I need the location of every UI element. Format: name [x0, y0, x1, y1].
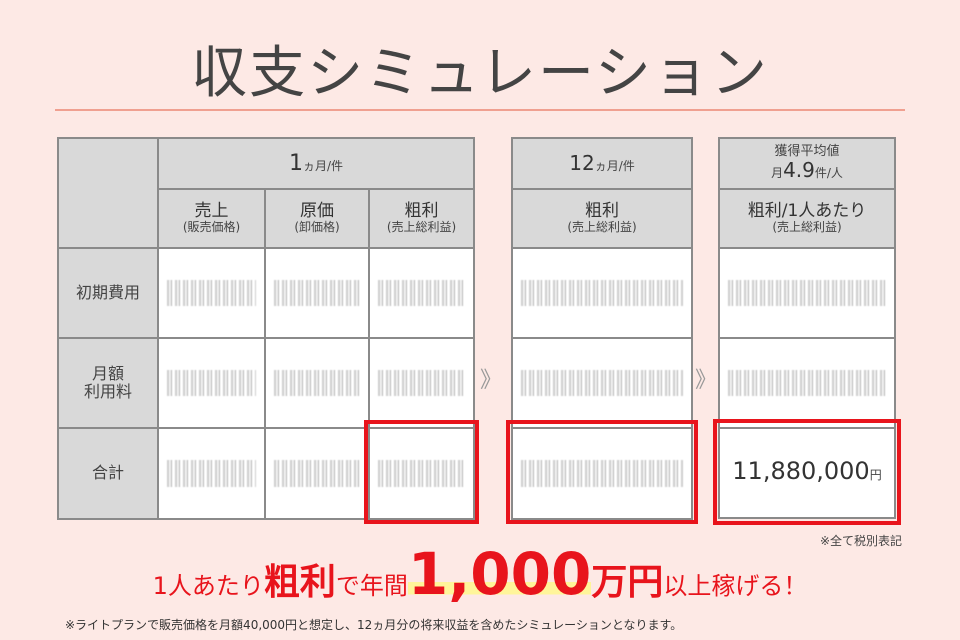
slogan-amount: 1,000 — [407, 540, 592, 608]
col-label: 売上 — [194, 200, 229, 221]
tax-note: ※全て税別表記 — [819, 534, 902, 548]
header-average: 獲得平均値 月4.9件/人 — [718, 137, 896, 190]
total-unit: 円 — [869, 467, 882, 482]
col-profit-per-person: 粗利/1人あたり (売上総利益) — [718, 188, 896, 249]
slogan-part: で年間 — [335, 572, 408, 600]
slogan: 1人あたり粗利で年間1,000万円以上稼げる！ — [0, 540, 960, 608]
arrow-right-icon: 》 — [480, 368, 503, 393]
col-sub: (売上総利益) — [386, 220, 457, 235]
obscured-value-cell — [157, 337, 266, 429]
obscured-value-cell — [511, 427, 693, 520]
pixelated-content — [274, 369, 360, 397]
header-num: 12 — [569, 151, 595, 175]
pixelated-content — [728, 369, 886, 397]
col-cost: 原価 (卸価格) — [264, 188, 370, 249]
header-unit: 件/人 — [814, 166, 843, 181]
pixelated-content — [167, 369, 256, 397]
row-label-total: 合計 — [57, 427, 159, 520]
pixelated-content — [728, 279, 886, 307]
slogan-part: 以上稼げる！ — [663, 572, 808, 600]
pixelated-content — [378, 369, 465, 397]
row-label-monthly: 月額 利用料 — [57, 337, 159, 429]
corner-cell — [57, 137, 159, 249]
header-unit: ヵ月/件 — [302, 158, 344, 173]
obscured-value-cell — [264, 247, 370, 339]
col-profit: 粗利 (売上総利益) — [368, 188, 475, 249]
col-sub: (売上総利益) — [567, 220, 637, 235]
title-divider — [55, 109, 905, 111]
obscured-value-cell — [264, 427, 370, 520]
highlight-box-monthly-total — [364, 420, 479, 524]
obscured-value-cell — [718, 337, 896, 429]
footnote: ※ライトプランで販売価格を月額40,000円と想定し、12ヵ月分の将来収益を含め… — [65, 618, 683, 632]
col-profit-yearly: 粗利 (売上総利益) — [511, 188, 693, 249]
col-sales: 売上 (販売価格) — [157, 188, 266, 249]
obscured-value-cell — [511, 247, 693, 339]
col-label: 粗利/1人あたり — [747, 200, 867, 221]
header-line1: 獲得平均値 — [774, 143, 840, 159]
col-label: 粗利 — [585, 200, 619, 221]
obscured-value-cell — [368, 337, 475, 429]
col-sub: (売上総利益) — [772, 220, 842, 235]
header-12-months: 12ヵ月/件 — [511, 137, 693, 190]
page-title: 収支シミュレーション — [191, 41, 769, 106]
obscured-value-cell — [718, 247, 896, 339]
col-sub: (販売価格) — [182, 220, 241, 235]
header-pre: 月 — [771, 166, 784, 181]
obscured-value-cell — [264, 337, 370, 429]
header-1-month: 1ヵ月/件 — [157, 137, 475, 190]
header-num: 1 — [288, 150, 303, 176]
obscured-value-cell — [511, 337, 693, 429]
pixelated-content — [167, 279, 256, 307]
slogan-part: 1人あたり — [152, 572, 264, 600]
header-unit: ヵ月/件 — [594, 159, 635, 173]
col-sub: (卸価格) — [294, 220, 340, 235]
pixelated-content — [274, 460, 360, 487]
header-num: 4.9 — [783, 158, 815, 183]
pixelated-content — [378, 279, 465, 307]
arrow-right-icon: 》 — [695, 368, 718, 393]
slogan-part: 粗利 — [263, 562, 336, 603]
obscured-value-cell — [157, 427, 266, 520]
obscured-value-cell — [368, 247, 475, 339]
highlight-box-yearly-total — [506, 420, 698, 524]
row-label-initial: 初期費用 — [57, 247, 159, 339]
pixelated-content — [521, 279, 683, 307]
obscured-value-cell — [157, 247, 266, 339]
pixelated-content — [167, 460, 256, 487]
highlight-box-person-total — [713, 419, 901, 525]
pixelated-content — [521, 369, 683, 397]
obscured-value-cell — [368, 427, 475, 520]
pixelated-content — [274, 279, 360, 307]
total-value: 11,880,000 — [732, 456, 870, 485]
col-label: 粗利 — [404, 200, 439, 221]
slogan-part: 万円 — [591, 562, 664, 603]
col-label: 原価 — [300, 200, 334, 221]
pixelated-content — [521, 460, 683, 487]
pixelated-content — [378, 460, 465, 487]
